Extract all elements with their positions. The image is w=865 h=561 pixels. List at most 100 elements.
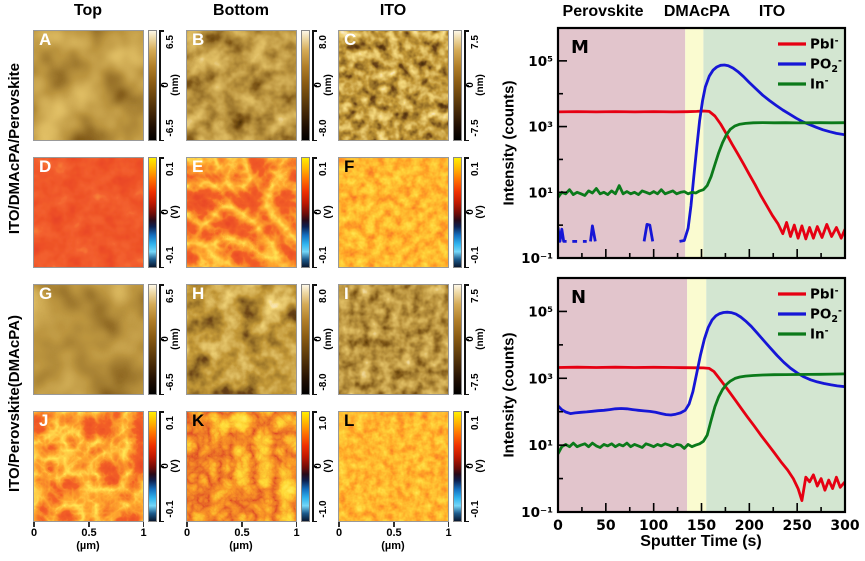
panel-letter-I: I [344, 284, 349, 303]
colorbar-D [148, 157, 157, 268]
colorbar-mid-A: 0 (nm) [160, 74, 181, 96]
xaxis-unit-J: (µm) [76, 540, 100, 552]
colorbar-max-H: 8.0 [318, 289, 329, 303]
region-label-dmacpa: DMAcPA [663, 3, 731, 20]
panel-letter-K: K [192, 411, 205, 430]
afm-image-C [338, 30, 449, 141]
region-label-perovskite: Perovskite [562, 3, 644, 20]
colorbar-min-H: -8.0 [318, 373, 329, 391]
xlabel-sputter-time: Sputter Time (s) [640, 533, 762, 550]
colorbar-L [453, 411, 462, 522]
colorbar-H [301, 284, 310, 395]
series-PbI-line-N [558, 365, 845, 502]
series-In-line-M [558, 121, 845, 199]
colorbar-F [453, 157, 462, 268]
colorbar-G [148, 284, 157, 395]
afm-image-A [33, 30, 144, 141]
series-PO-line-M [558, 227, 567, 243]
colorbar-mid-C: 0 (nm) [465, 74, 486, 96]
xtick-N: 250 [783, 518, 812, 534]
afm-panel-J: J 0.1 0 (V) -0.1 0 0.5 1 (µm) [31, 411, 181, 552]
column-header-ito: ITO [379, 2, 407, 19]
ytick-N: 10⁵ [528, 304, 553, 320]
panel-letter-E: E [192, 157, 204, 176]
afm-image-L [338, 411, 449, 522]
colorbar-B [301, 30, 310, 141]
colorbar-min-F: -0.1 [470, 246, 481, 264]
band-ito-N [706, 278, 845, 512]
legend-label-PO-M: PO2- [810, 56, 842, 76]
chart-letter-N: N [571, 287, 586, 308]
colorbar-max-A: 6.5 [165, 35, 176, 49]
colorbar-mid-H: 0 (nm) [313, 328, 334, 350]
xaxis-tick-K: 0.5 [234, 527, 250, 539]
legend-label-In-M: In- [810, 76, 829, 93]
chart-letter-M: M [571, 37, 589, 58]
colorbar-min-L: -0.1 [470, 500, 481, 518]
colorbar-max-B: 8.0 [318, 35, 329, 49]
row-label-ito-dmacpa-perovskite: ITO/DMAcPA/Perovskite [5, 63, 23, 235]
panel-letter-C: C [344, 30, 357, 49]
panel-letter-D: D [39, 157, 52, 176]
legend-label-PbI-M: PbI- [810, 36, 839, 53]
panel-letter-F: F [344, 157, 355, 176]
xtick-N: 300 [830, 518, 859, 534]
plot-border-M [556, 26, 847, 260]
ytick-M: 10⁵ [528, 54, 553, 70]
legend-label-In-N: In- [810, 326, 829, 343]
ytick-N: 10¹ [528, 438, 553, 454]
colorbar-E [301, 157, 310, 268]
panel-letter-A: A [39, 30, 52, 49]
colorbar-I [453, 284, 462, 395]
xaxis-tick-J: 0 [30, 527, 38, 539]
afm-panel-K: K 1.0 0 (V) -1.0 0 0.5 1 (µm) [184, 411, 334, 552]
chart-n: N 10⁻¹ 10¹ 10³ 10⁵ 0 50 100 150 200 250 300 PbI- PO2-… [521, 276, 860, 534]
ytick-N: 10³ [528, 371, 553, 387]
band-perovskite-N [558, 278, 688, 512]
afm-image-H [186, 284, 297, 395]
colorbar-C [453, 30, 462, 141]
afm-image-K [186, 411, 297, 522]
colorbar-max-J: 0.1 [165, 416, 176, 430]
colorbar-max-F: 0.1 [470, 162, 481, 176]
colorbar-min-I: -7.5 [470, 373, 481, 391]
panel-letter-L: L [344, 411, 355, 430]
panel-letter-G: G [39, 284, 53, 303]
ytick-N: 10⁻¹ [521, 505, 553, 521]
afm-image-B [186, 30, 297, 141]
xaxis-tick-L: 0.5 [386, 527, 402, 539]
chart-m: M 10⁻¹ 10¹ 10³ 10⁵ PbI- PO2-In- [521, 26, 847, 267]
colorbar-A [148, 30, 157, 141]
colorbar-max-C: 7.5 [470, 35, 481, 49]
afm-panel-I: I 7.5 0 (nm) -7.5 [338, 284, 486, 395]
xaxis-tick-J: 0.5 [81, 527, 97, 539]
colorbar-mid-I: 0 (nm) [465, 328, 486, 350]
colorbar-J [148, 411, 157, 522]
series-PbI-line-M [558, 109, 845, 241]
xaxis-unit-L: (µm) [381, 540, 405, 552]
afm-panel-E: E 0.1 0 (V) -0.1 [186, 157, 334, 268]
colorbar-max-D: 0.1 [165, 162, 176, 176]
xaxis-tick-L: 1 [445, 527, 452, 539]
afm-image-F [338, 157, 449, 268]
series-In-line-N [558, 372, 845, 455]
band-dmacpa-N [687, 278, 707, 512]
colorbar-mid-G: 0 (nm) [160, 328, 181, 350]
row-label-ito-perovskite-dmacpa: ITO/Perovskite(DMAcPA) [5, 314, 23, 492]
colorbar-mid-F: 0 (V) [465, 205, 486, 219]
plot-border-N [556, 276, 847, 514]
colorbar-mid-E: 0 (V) [313, 205, 334, 219]
colorbar-max-I: 7.5 [470, 289, 481, 303]
colorbar-mid-J: 0 (V) [160, 459, 181, 473]
afm-panel-D: D 0.1 0 (V) -0.1 [33, 157, 181, 268]
colorbar-min-A: -6.5 [165, 119, 176, 137]
colorbar-K [301, 411, 310, 522]
series-PO-line-N [558, 310, 845, 417]
afm-image-G [33, 284, 144, 395]
colorbar-min-C: -7.5 [470, 119, 481, 137]
panel-letter-B: B [192, 30, 205, 49]
afm-panel-A: A 6.5 0 (nm) -6.5 [33, 30, 181, 141]
xaxis-tick-K: 0 [183, 527, 191, 539]
afm-image-J [33, 411, 144, 522]
